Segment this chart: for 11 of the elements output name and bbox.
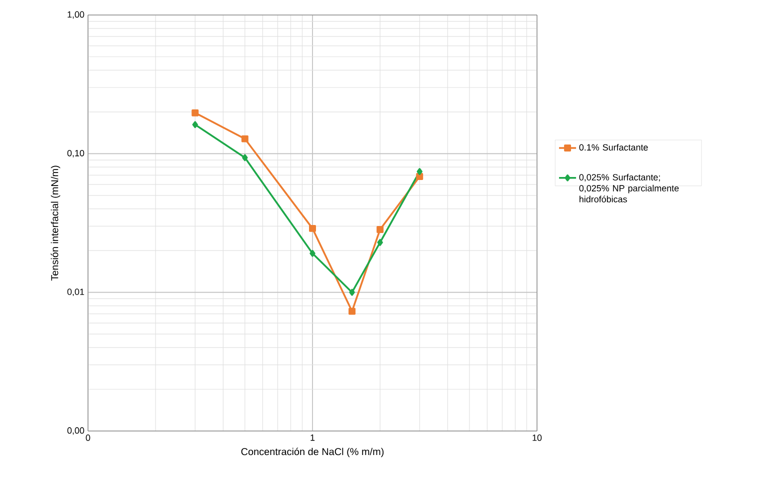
- y-axis-title: Tensión interfacial (mN/m): [50, 166, 60, 281]
- x-tick-label: 10: [532, 434, 542, 441]
- legend-label: 0.1% Surfactante: [579, 144, 648, 151]
- legend-label: 0,025% Surfactante; 0,025% NP parcialmente hidrofóbicas: [579, 174, 679, 202]
- x-tick-label: 1: [310, 434, 315, 441]
- y-tick-label: 0,00: [67, 427, 84, 435]
- x-axis-title: Concentración de NaCl (% m/m): [241, 448, 384, 458]
- y-tick-label: 1,00: [68, 11, 84, 19]
- y-tick-label: 0,01: [67, 288, 84, 296]
- y-tick-label: 0,10: [67, 150, 84, 158]
- x-tick-label: 0: [86, 434, 90, 441]
